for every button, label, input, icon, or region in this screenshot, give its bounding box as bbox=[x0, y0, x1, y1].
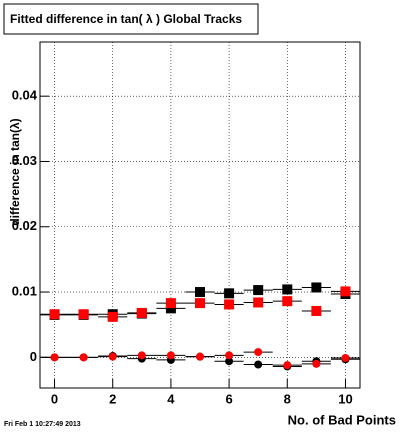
y-tick-label: 0.03 bbox=[12, 153, 37, 168]
marker bbox=[341, 353, 350, 362]
x-tick-label: 2 bbox=[109, 391, 116, 406]
chart-title: Fitted difference in tan( λ ) Global Tra… bbox=[10, 12, 242, 26]
x-tick-label: 8 bbox=[284, 391, 291, 406]
marker bbox=[254, 348, 263, 357]
marker bbox=[282, 284, 293, 295]
marker bbox=[137, 351, 146, 360]
y-tick-label: 0.01 bbox=[12, 283, 37, 298]
marker bbox=[311, 305, 322, 316]
marker bbox=[107, 311, 118, 322]
marker bbox=[196, 352, 204, 361]
marker bbox=[225, 351, 234, 360]
marker bbox=[312, 359, 321, 368]
marker bbox=[195, 287, 205, 298]
marker bbox=[225, 357, 234, 366]
marker bbox=[50, 353, 59, 362]
marker bbox=[283, 361, 292, 370]
marker bbox=[78, 309, 89, 320]
marker bbox=[108, 352, 117, 361]
marker bbox=[166, 351, 175, 360]
x-tick-label: 4 bbox=[167, 391, 175, 406]
y-axis-label: difference in tan(λ) bbox=[8, 118, 22, 225]
y-tick-label: 0 bbox=[30, 349, 37, 364]
marker bbox=[165, 303, 176, 314]
x-tick-label: 10 bbox=[338, 391, 352, 406]
marker bbox=[224, 288, 235, 299]
x-tick-label: 6 bbox=[225, 391, 232, 406]
marker bbox=[311, 282, 322, 293]
y-tick-label: 0.04 bbox=[12, 88, 38, 103]
marker bbox=[224, 299, 235, 310]
marker bbox=[254, 360, 263, 369]
marker bbox=[282, 296, 293, 307]
marker bbox=[195, 298, 205, 309]
marker bbox=[340, 286, 351, 297]
frame bbox=[39, 41, 361, 389]
marker bbox=[165, 298, 176, 309]
marker bbox=[49, 309, 60, 320]
x-axis-label: No. of Bad Points bbox=[288, 412, 396, 427]
marker bbox=[253, 285, 264, 296]
y-tick-label: 0.02 bbox=[12, 218, 37, 233]
timestamp: Fri Feb 1 10:27:49 2013 bbox=[4, 421, 81, 428]
marker bbox=[253, 297, 264, 308]
title-box bbox=[3, 3, 259, 35]
x-tick-label: 0 bbox=[51, 391, 58, 406]
marker bbox=[79, 353, 88, 362]
marker bbox=[136, 307, 147, 318]
